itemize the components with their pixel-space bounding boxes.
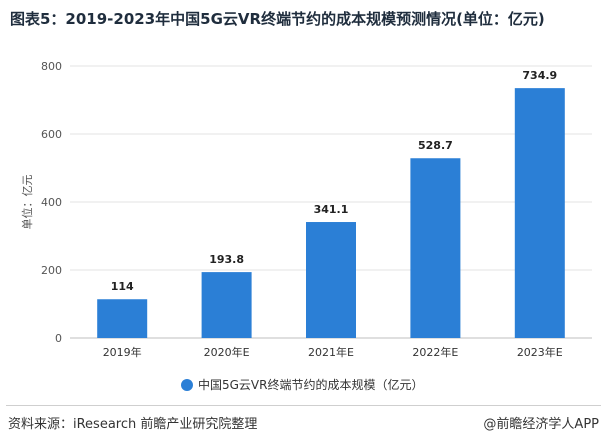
footer-divider xyxy=(6,405,601,406)
value-label: 114 xyxy=(111,280,134,293)
y-tick-label: 200 xyxy=(41,264,62,277)
x-tick-label: 2019年 xyxy=(103,345,142,359)
y-tick-label: 600 xyxy=(41,128,62,141)
bar-chart: 0 200 400 600 800 2019年 2020年E 2021年E 2022年E 2023… xyxy=(20,60,592,392)
y-tick-label: 0 xyxy=(55,332,62,345)
chart-title: 图表5：2019-2023年中国5G云VR终端节约的成本规模预测情况(单位：亿元… xyxy=(10,10,545,28)
footer: 资料来源：iResearch 前瞻产业研究院整理 @前瞻经济学人APP xyxy=(0,400,607,441)
bar xyxy=(201,272,252,338)
labels: 114 193.8 341.1 528.7 734.9 xyxy=(111,69,557,293)
value-label: 341.1 xyxy=(314,203,349,216)
y-tick-label: 400 xyxy=(41,196,62,209)
axes: 0 200 400 600 800 2019年 2020年E 2021年E 2022年E 2023… xyxy=(41,60,592,359)
value-label: 528.7 xyxy=(418,139,453,152)
value-label: 734.9 xyxy=(522,69,557,82)
bar xyxy=(306,222,356,338)
x-tick-label: 2021年E xyxy=(308,345,354,359)
bar xyxy=(97,299,148,338)
x-tick-label: 2020年E xyxy=(204,345,250,359)
legend-label: 中国5G云VR终端节约的成本规模（亿元） xyxy=(198,377,423,392)
bar xyxy=(410,158,461,338)
legend-swatch xyxy=(181,379,193,391)
y-tick-label: 800 xyxy=(41,60,62,73)
x-tick-label: 2023年E xyxy=(517,345,563,359)
x-tick-label: 2022年E xyxy=(412,345,458,359)
source-text: 资料来源：iResearch 前瞻产业研究院整理 xyxy=(8,417,258,432)
bar xyxy=(514,88,565,338)
legend: 中国5G云VR终端节约的成本规模（亿元） xyxy=(181,377,423,392)
bars xyxy=(97,88,565,338)
credit-text: @前瞻经济学人APP xyxy=(483,417,599,432)
y-axis-label: 单位：亿元 xyxy=(20,175,34,230)
value-label: 193.8 xyxy=(209,253,244,266)
